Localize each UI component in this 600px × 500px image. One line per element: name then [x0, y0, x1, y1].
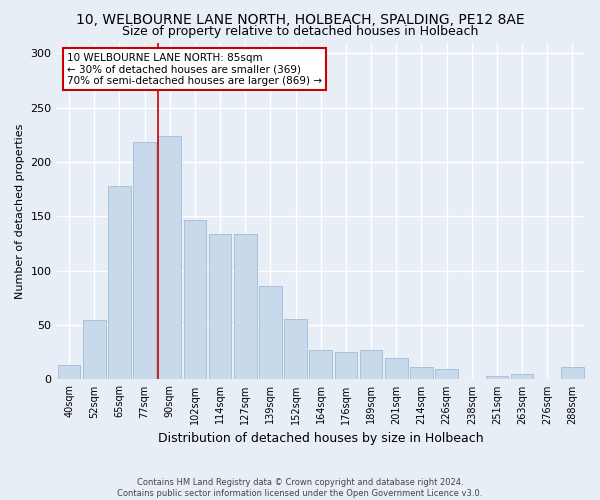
Y-axis label: Number of detached properties: Number of detached properties — [15, 124, 25, 298]
Bar — [83, 320, 106, 380]
Bar — [310, 350, 332, 380]
Bar — [284, 318, 307, 380]
Bar — [385, 358, 407, 380]
Bar — [435, 368, 458, 380]
Text: Contains HM Land Registry data © Crown copyright and database right 2024.
Contai: Contains HM Land Registry data © Crown c… — [118, 478, 482, 498]
Bar — [209, 234, 232, 380]
Bar — [158, 136, 181, 380]
Bar — [234, 234, 257, 380]
Text: 10 WELBOURNE LANE NORTH: 85sqm
← 30% of detached houses are smaller (369)
70% of: 10 WELBOURNE LANE NORTH: 85sqm ← 30% of … — [67, 52, 322, 86]
Bar — [184, 220, 206, 380]
Bar — [259, 286, 282, 380]
X-axis label: Distribution of detached houses by size in Holbeach: Distribution of detached houses by size … — [158, 432, 484, 445]
Bar — [360, 350, 382, 380]
Bar — [511, 374, 533, 380]
Bar — [58, 366, 80, 380]
Bar — [485, 376, 508, 380]
Text: 10, WELBOURNE LANE NORTH, HOLBEACH, SPALDING, PE12 8AE: 10, WELBOURNE LANE NORTH, HOLBEACH, SPAL… — [76, 12, 524, 26]
Bar — [335, 352, 357, 380]
Bar — [561, 368, 584, 380]
Text: Size of property relative to detached houses in Holbeach: Size of property relative to detached ho… — [122, 25, 478, 38]
Bar — [410, 368, 433, 380]
Bar — [108, 186, 131, 380]
Bar — [133, 142, 156, 380]
